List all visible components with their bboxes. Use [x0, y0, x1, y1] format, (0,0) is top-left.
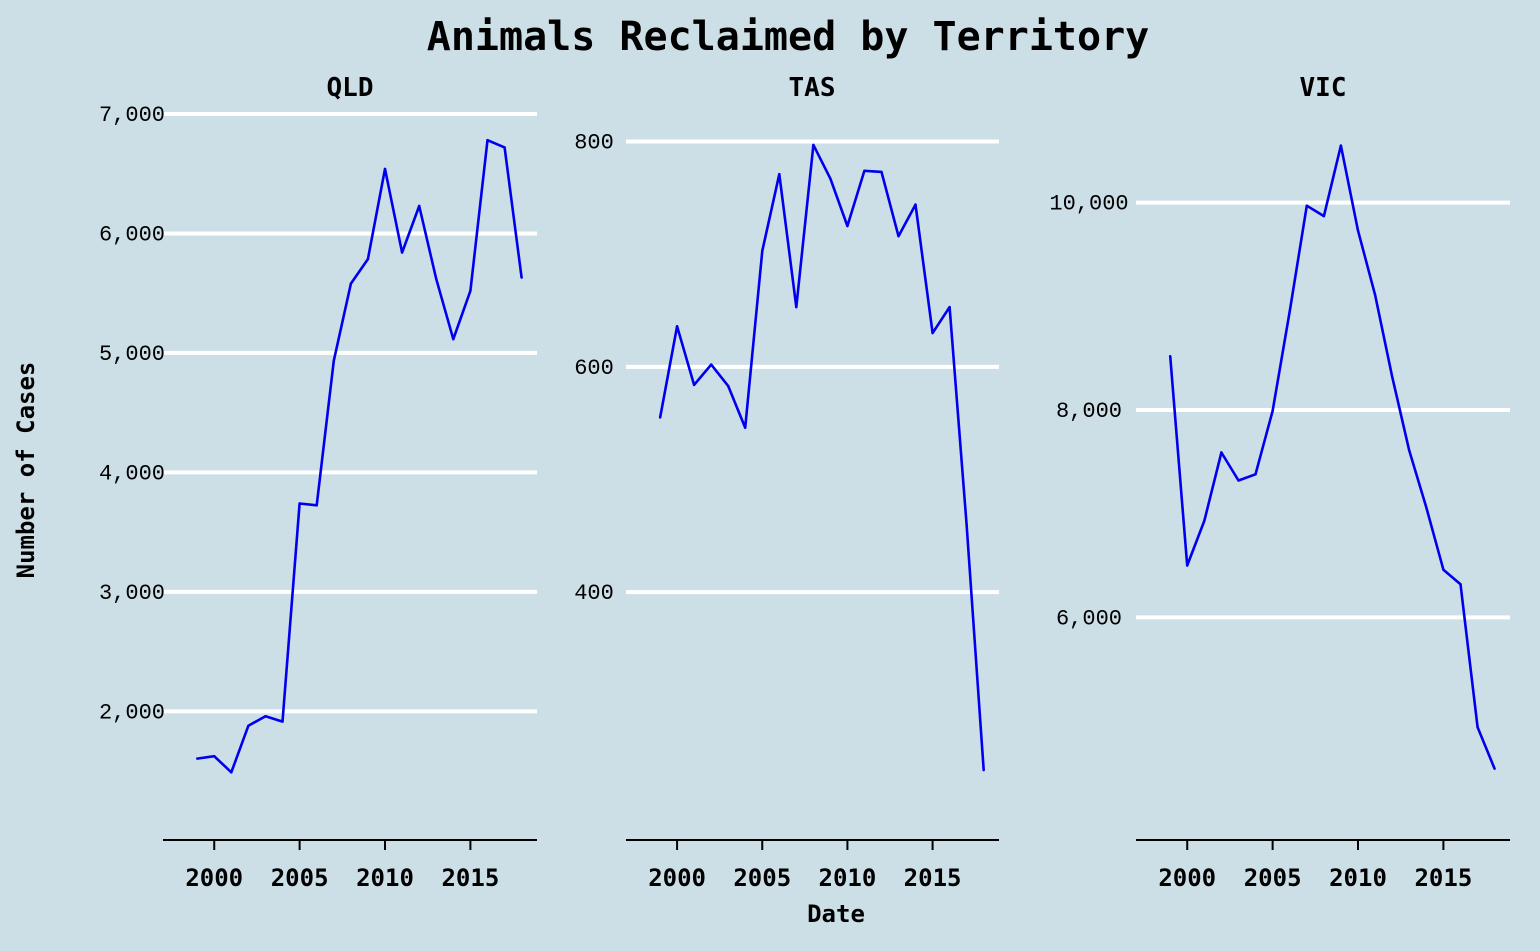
data-point [1237, 479, 1240, 482]
data-point [1373, 293, 1377, 297]
data-point [264, 714, 267, 718]
y-tick-label: 600 [574, 356, 614, 381]
facet-panels: QLD 2,000 3,000 4,000 5,000 6,000 7,000 2000 200… [99, 73, 1510, 892]
data-point [213, 755, 216, 758]
y-tick-label: 400 [574, 581, 614, 606]
x-tick-label: 2010 [1329, 864, 1387, 892]
x-tick-label: 2015 [904, 864, 962, 892]
data-point [658, 416, 662, 419]
data-point [1168, 354, 1172, 358]
data-point [897, 234, 900, 238]
x-tick-label: 2005 [1244, 864, 1302, 892]
data-point [1220, 451, 1223, 454]
data-point [812, 143, 815, 147]
data-point [931, 331, 934, 335]
panel-qld: QLD 2,000 3,000 4,000 5,000 6,000 7,000 2000 200… [99, 73, 537, 892]
data-point [709, 363, 713, 366]
facet-label: TAS [789, 73, 836, 103]
data-point [1459, 582, 1462, 586]
data-point [846, 224, 849, 228]
data-point [400, 251, 404, 254]
panel-vic: VIC 6,000 8,000 10,000 2000 2005 2010 2015 [1049, 73, 1510, 892]
data-point [349, 282, 353, 285]
data-point [503, 146, 506, 149]
x-tick-label: 2005 [271, 864, 329, 892]
data-point [744, 426, 747, 429]
series-line-tas [658, 143, 985, 771]
data-point [1442, 568, 1445, 571]
data-point [1356, 229, 1360, 232]
data-point [948, 305, 951, 309]
data-point [726, 384, 730, 388]
facet-label: QLD [327, 73, 374, 103]
data-point [914, 203, 917, 206]
data-point [1186, 564, 1189, 567]
y-tick-label: 8,000 [1056, 399, 1122, 424]
x-tick-label: 2000 [1158, 864, 1216, 892]
x-tick-label: 2005 [733, 864, 791, 892]
panel-tas: TAS 400 600 800 2000 2005 2010 2015 [574, 73, 999, 892]
data-point [1390, 375, 1394, 378]
y-tick-label: 2,000 [99, 700, 165, 725]
data-point [1425, 506, 1428, 509]
x-axis-label: Date [807, 900, 865, 928]
data-point [829, 177, 832, 180]
data-point [795, 305, 798, 309]
y-tick-label: 7,000 [99, 103, 165, 128]
y-tick-label: 6,000 [1056, 606, 1122, 631]
data-point [298, 502, 301, 505]
y-tick-label: 800 [574, 131, 614, 156]
data-point [778, 172, 781, 176]
y-tick-label: 4,000 [99, 461, 165, 486]
data-point [1288, 310, 1291, 313]
y-tick-label: 5,000 [99, 342, 165, 367]
x-tick-label: 2015 [441, 864, 499, 892]
data-point [315, 504, 318, 507]
data-point [1493, 767, 1496, 770]
x-tick-label: 2000 [185, 864, 243, 892]
data-point [1203, 519, 1206, 523]
data-point [692, 383, 696, 387]
data-point [332, 359, 335, 362]
facet-label: VIC [1300, 73, 1347, 103]
data-point [1408, 449, 1411, 452]
data-point [1322, 214, 1326, 218]
data-point [230, 771, 233, 774]
data-point [982, 769, 985, 772]
data-point [1339, 144, 1343, 147]
data-point [863, 169, 866, 173]
data-point [281, 720, 284, 723]
data-point [452, 337, 455, 341]
data-point [435, 277, 438, 281]
data-point [486, 139, 489, 142]
y-tick-label: 3,000 [99, 581, 165, 606]
x-tick-label: 2015 [1414, 864, 1472, 892]
y-tick-label: 10,000 [1049, 192, 1128, 217]
data-point [880, 170, 883, 174]
data-point [1254, 473, 1257, 476]
chart-title: Animals Reclaimed by Territory [427, 14, 1149, 60]
series-line-qld [197, 138, 523, 774]
data-point [520, 276, 523, 279]
series-line-vic [1168, 144, 1496, 770]
y-tick-label: 6,000 [99, 222, 165, 247]
data-point [195, 757, 199, 760]
data-point [761, 249, 764, 253]
data-point [383, 167, 387, 171]
data-point [675, 325, 679, 328]
data-point [417, 204, 421, 208]
x-tick-label: 2000 [648, 864, 706, 892]
y-axis-label: Number of Cases [12, 362, 40, 579]
x-tick-label: 2010 [356, 864, 414, 892]
data-point [366, 257, 370, 261]
data-point [247, 724, 250, 727]
data-point [1271, 409, 1274, 413]
x-tick-label: 2010 [819, 864, 877, 892]
data-point [965, 523, 968, 526]
data-point [469, 289, 472, 292]
data-point [1305, 204, 1308, 207]
data-point [1476, 726, 1479, 729]
